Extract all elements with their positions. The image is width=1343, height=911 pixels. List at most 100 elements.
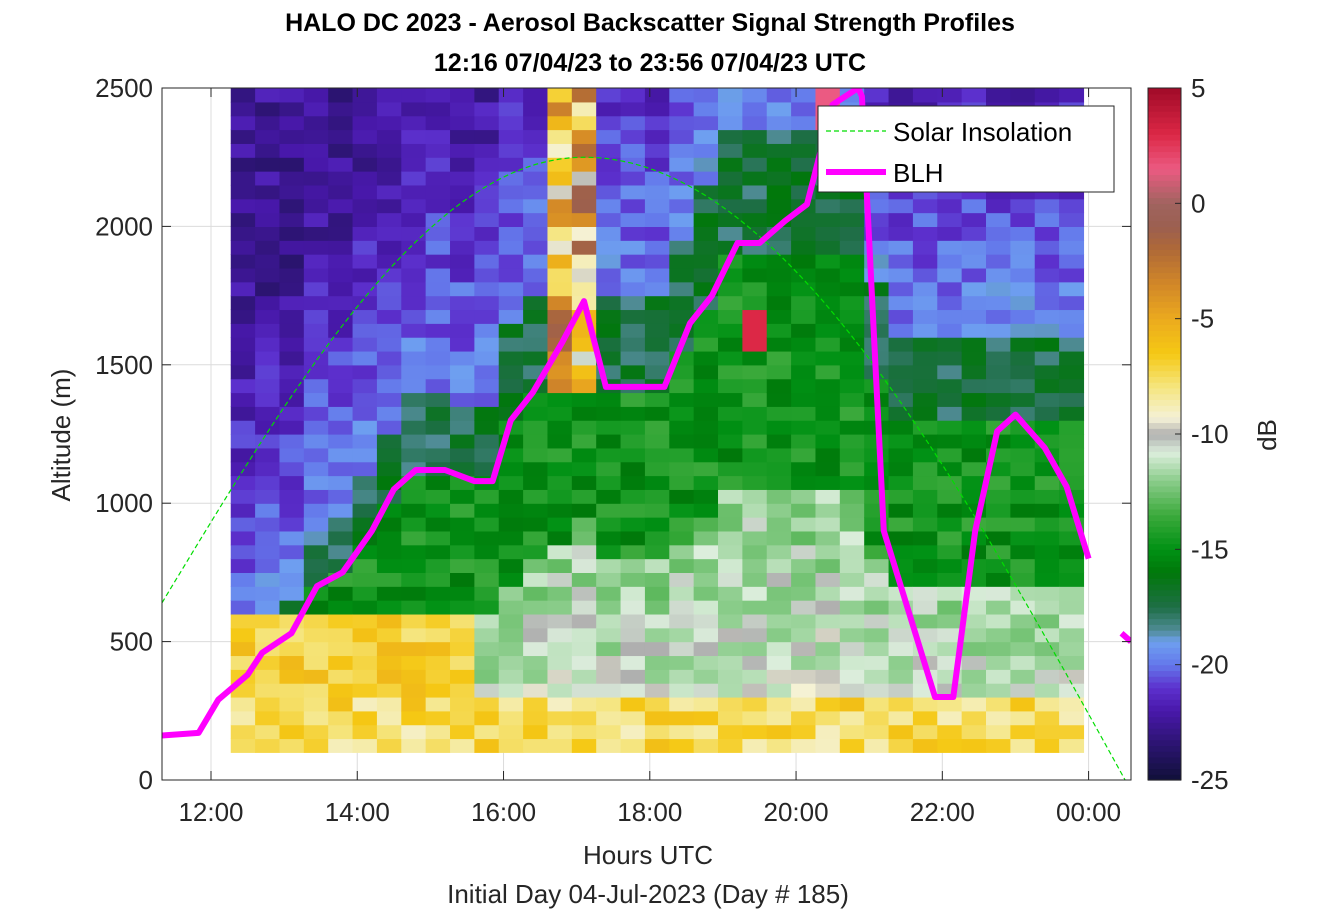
heatmap-cell (303, 544, 329, 560)
heatmap-cell (669, 212, 695, 227)
heatmap-cell (644, 184, 670, 200)
heatmap-cell (376, 544, 402, 560)
heatmap-cell (693, 600, 719, 615)
heatmap-cell (742, 600, 768, 615)
heatmap-cell (523, 461, 549, 477)
heatmap-cell (791, 129, 817, 144)
heatmap-cell (498, 378, 524, 394)
heatmap-cell (937, 461, 963, 477)
heatmap-cell (718, 738, 743, 753)
heatmap-cell (644, 600, 670, 615)
heatmap-cell (328, 240, 354, 255)
heatmap-cell (450, 641, 475, 657)
heatmap-cell (547, 171, 573, 186)
colorbar-segment (1148, 687, 1181, 695)
heatmap-cell (839, 226, 865, 241)
heatmap-cell (596, 669, 622, 684)
heatmap-cell (937, 503, 963, 518)
heatmap-cell (474, 240, 500, 255)
heatmap-cell (474, 309, 500, 324)
heatmap-cell (766, 738, 792, 753)
heatmap-cell (498, 212, 524, 227)
heatmap-cell (888, 281, 914, 297)
heatmap-cell (571, 350, 597, 366)
heatmap-cell (815, 420, 841, 435)
heatmap-cell (547, 669, 573, 684)
heatmap-cell (474, 434, 500, 449)
heatmap-cell (523, 295, 549, 311)
heatmap-cell (815, 489, 841, 504)
heatmap-cell (961, 267, 987, 283)
heatmap-cell (303, 710, 329, 726)
heatmap-cell (937, 378, 963, 394)
heatmap-cell (498, 115, 524, 131)
colorbar-segment (1148, 220, 1181, 227)
heatmap-cell (693, 101, 719, 117)
heatmap-cell (718, 544, 743, 560)
heatmap-cell (1059, 696, 1085, 712)
heatmap-cell (864, 281, 890, 297)
colorbar-segment (1148, 237, 1181, 245)
heatmap-cell (1010, 627, 1036, 643)
heatmap-cell (1059, 226, 1085, 241)
heatmap-cell (937, 517, 963, 532)
heatmap-cell (937, 489, 963, 504)
heatmap-cell (766, 378, 792, 394)
heatmap-cell (742, 738, 768, 753)
heatmap-cell (1010, 364, 1036, 380)
heatmap-cell (1059, 738, 1085, 753)
heatmap-cell (669, 475, 695, 490)
heatmap-cell (644, 323, 670, 338)
heatmap-cell (596, 558, 622, 573)
heatmap-cell (474, 88, 500, 103)
heatmap-cell (937, 226, 963, 241)
colorbar-segment (1148, 630, 1181, 637)
heatmap-cell (376, 350, 402, 366)
heatmap-cell (571, 683, 597, 698)
heatmap-cell (766, 434, 792, 449)
heatmap-cell (303, 627, 329, 643)
colorbar-segment (1148, 681, 1181, 689)
heatmap-cell (815, 461, 841, 477)
heatmap-cell (498, 600, 524, 615)
heatmap-cell (620, 710, 646, 726)
heatmap-cell (620, 600, 646, 615)
heatmap-cell (644, 669, 670, 684)
heatmap-cell (620, 323, 646, 338)
heatmap-cell (620, 267, 646, 283)
colorbar-segment (1148, 601, 1181, 608)
heatmap-cell (401, 600, 427, 615)
heatmap-cell (718, 600, 743, 615)
heatmap-cell (937, 350, 963, 366)
heatmap-cell (303, 323, 329, 338)
heatmap-cell (791, 461, 817, 477)
heatmap-cell (864, 641, 890, 657)
heatmap-cell (255, 88, 281, 103)
heatmap-cell (742, 627, 768, 643)
heatmap-cell (450, 350, 475, 366)
heatmap-cell (766, 157, 792, 172)
heatmap-cell (425, 378, 451, 394)
heatmap-cell (425, 475, 451, 490)
colorbar-segment (1148, 462, 1181, 470)
heatmap-cell (352, 254, 378, 269)
heatmap-cell (815, 226, 841, 241)
heatmap-cell (401, 558, 427, 573)
heatmap-cell (255, 143, 281, 158)
heatmap-cell (1034, 544, 1060, 560)
heatmap-cell (498, 738, 524, 753)
heatmap-cell (620, 517, 646, 532)
heatmap-cell (961, 364, 987, 380)
colorbar-segment (1148, 301, 1181, 308)
heatmap-cell (474, 281, 500, 297)
heatmap-cell (766, 655, 792, 670)
heatmap-cell (815, 337, 841, 352)
heatmap-cell (620, 724, 646, 740)
heatmap-cell (742, 475, 768, 490)
heatmap-cell (474, 198, 500, 214)
heatmap-cell (669, 544, 695, 560)
heatmap-cell (571, 281, 597, 297)
heatmap-cell (669, 572, 695, 587)
heatmap-cell (523, 350, 549, 366)
heatmap-cell (1059, 461, 1085, 477)
